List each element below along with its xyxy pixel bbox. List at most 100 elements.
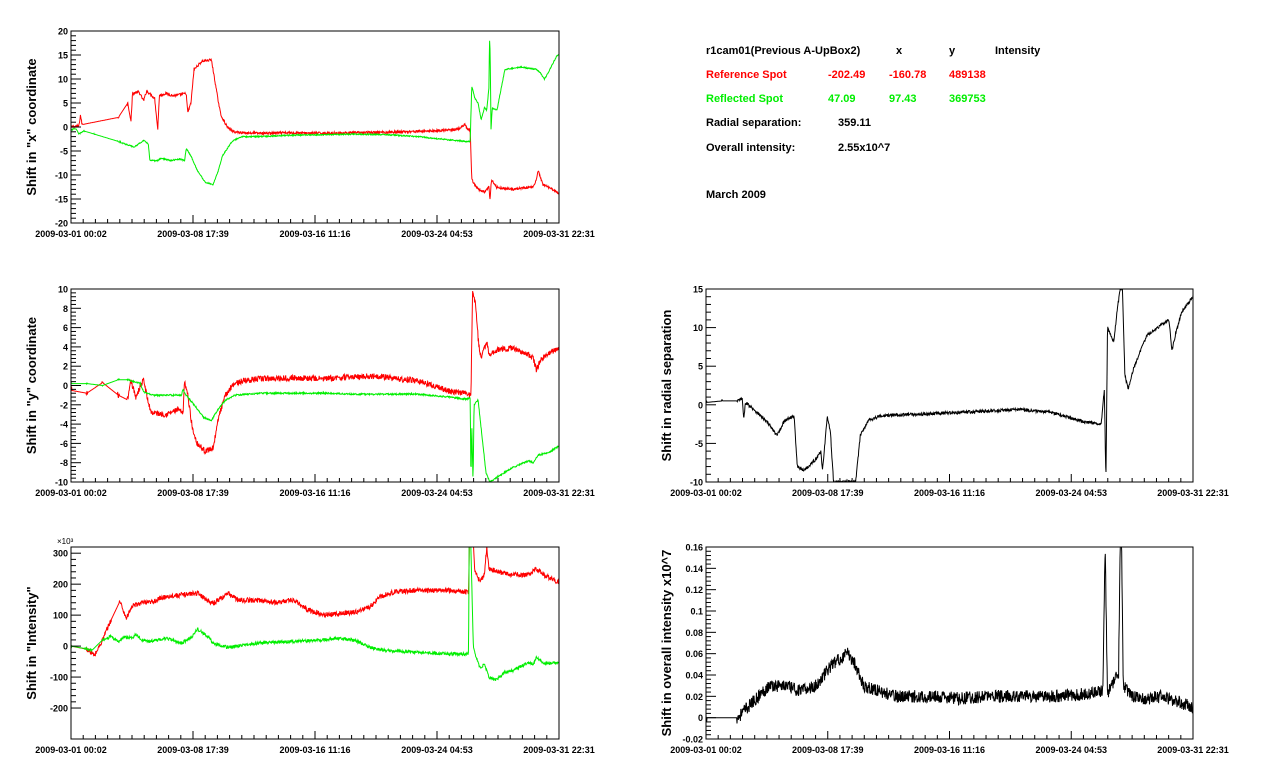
- y-shift-ytick-label: -2: [60, 400, 68, 410]
- x-shift-series-1-line: [71, 40, 559, 186]
- overall-intensity-shift-ytick-label: 0.1: [690, 607, 703, 617]
- radial-shift-frame: [705, 288, 1194, 483]
- x-shift-xtick-label: 2009-03-08 17:39: [157, 229, 229, 239]
- overall-intensity-value: 2.55x10^7: [838, 142, 891, 154]
- x-shift-ytick-label: 0: [63, 123, 68, 133]
- overall-intensity-shift-chart: -0.02 0 0.02 0.04 0.06 0.08 0.1 0.12 0.14 0.16 200…: [659, 543, 1229, 756]
- reference-spot-label: Reference Spot: [706, 69, 787, 81]
- overall-intensity-shift-xtick-label: 2009-03-01 00:02: [670, 745, 742, 755]
- x-shift-ytick-label: -15: [55, 195, 68, 205]
- y-shift-xtick-label: 2009-03-16 11:16: [279, 488, 350, 498]
- y-shift-xtick-label: 2009-03-31 22:31: [523, 488, 595, 498]
- y-shift-ytick-label: 4: [63, 342, 68, 352]
- overall-intensity-shift-ytick-label: 0.12: [685, 585, 703, 595]
- radial-shift-ytick-label: 5: [698, 362, 703, 372]
- x-column-header: x: [896, 45, 903, 57]
- y-shift-ytick-label: -10: [55, 478, 68, 488]
- y-column-header: y: [949, 45, 956, 57]
- radial-separation-label: Radial separation:: [706, 117, 802, 129]
- reference-spot-x: -202.49: [828, 69, 866, 81]
- x-shift-ylabel: Shift in "x" coordinate: [24, 58, 39, 195]
- y-shift-xtick-label: 2009-03-08 17:39: [157, 488, 229, 498]
- intensity-shift-ytick-label: 0: [63, 642, 68, 652]
- x-shift-series-0-line: [71, 57, 559, 200]
- reflected-spot-intensity: 369753: [949, 93, 986, 105]
- y-shift-ytick-label: 8: [63, 304, 68, 314]
- y-shift-ytick-label: 6: [63, 323, 68, 333]
- overall-intensity-shift-ytick-label: 0.02: [685, 692, 703, 702]
- y-shift-ytick-label: 2: [63, 362, 68, 372]
- intensity-shift-frame: [70, 546, 560, 740]
- radial-shift-ytick-label: -10: [690, 478, 703, 488]
- intensity-shift-exponent-label: ×10³: [57, 537, 74, 546]
- overall-intensity-shift-ytick-label: 0.08: [685, 628, 703, 638]
- y-shift-ytick-label: -6: [60, 439, 68, 449]
- radial-separation-row: Radial separation: 359.11: [706, 117, 1106, 131]
- x-shift-ytick-label: 15: [58, 51, 68, 61]
- x-shift-xtick-label: 2009-03-24 04:53: [401, 229, 473, 239]
- overall-intensity-shift-ytick-label: -0.02: [682, 735, 703, 745]
- reflected-spot-y: 97.43: [889, 93, 917, 105]
- overall-intensity-shift-ytick-label: 0.16: [685, 543, 703, 553]
- radial-shift-ytick-label: 10: [693, 323, 703, 333]
- radial-shift-ytick-label: -5: [695, 439, 703, 449]
- y-shift-chart: -10 -8 -6 -4 -2 0 2 4 6 8 10 2009-03-01 00:02 2009-0…: [24, 285, 595, 499]
- y-shift-series-0-line: [71, 290, 559, 456]
- intensity-shift-ylabel: Shift in "Intensity": [24, 586, 39, 699]
- radial-shift-xtick-label: 2009-03-01 00:02: [670, 488, 742, 498]
- radial-shift-ytick-label: 0: [698, 400, 703, 410]
- y-shift-ytick-label: -8: [60, 458, 68, 468]
- y-shift-ytick-label: 0: [63, 381, 68, 391]
- intensity-shift-xtick-label: 2009-03-08 17:39: [157, 745, 229, 755]
- x-shift-xtick-label: 2009-03-16 11:16: [279, 229, 350, 239]
- y-shift-xtick-label: 2009-03-24 04:53: [401, 488, 473, 498]
- overall-intensity-shift-ylabel: Shift in overall intensity x10^7: [659, 550, 674, 737]
- x-shift-frame: [70, 30, 560, 224]
- y-shift-series-1-line: [71, 378, 559, 482]
- y-shift-ytick-label: -4: [60, 420, 68, 430]
- x-shift-chart: -20 -15 -10 -5 0 5 10 15 20 2009-03-01 00:02 2009-…: [24, 27, 595, 240]
- overall-intensity-shift-xtick-label: 2009-03-16 11:16: [914, 745, 985, 755]
- radial-shift-chart: -10 -5 0 5 10 15 2009-03-01 00:02 2009-03-08 17…: [659, 285, 1229, 499]
- radial-shift-xtick-label: 2009-03-31 22:31: [1157, 488, 1229, 498]
- intensity-shift-series-0-line: [71, 547, 559, 657]
- overall-intensity-shift-series-0-line: [706, 547, 1193, 724]
- x-shift-ytick-label: 20: [58, 27, 68, 37]
- intensity-shift-ytick-label: 100: [53, 611, 68, 621]
- intensity-shift-xtick-label: 2009-03-16 11:16: [279, 745, 350, 755]
- month-label: March 2009: [706, 189, 766, 201]
- intensity-shift-ytick-label: -100: [50, 673, 68, 683]
- overall-intensity-label: Overall intensity:: [706, 142, 796, 154]
- intensity-shift-ytick-label: 200: [53, 580, 68, 590]
- intensity-shift-xtick-label: 2009-03-31 22:31: [523, 745, 595, 755]
- x-shift-ytick-label: 5: [63, 99, 68, 109]
- overall-intensity-row: Overall intensity: 2.55x10^7: [706, 142, 1106, 156]
- intensity-shift-chart: -200 -100 0 100 200 300 2009-03-01 00:02 2009-0…: [24, 537, 595, 755]
- overall-intensity-shift-xtick-label: 2009-03-31 22:31: [1157, 745, 1229, 755]
- radial-shift-series-0-line: [706, 289, 1193, 482]
- overall-intensity-shift-ytick-label: 0.04: [685, 671, 703, 681]
- reflected-spot-row: Reflected Spot 47.09 97.43 369753: [706, 93, 1106, 107]
- radial-shift-xtick-label: 2009-03-16 11:16: [914, 488, 985, 498]
- intensity-shift-ytick-label: -200: [50, 704, 68, 714]
- x-shift-xtick-label: 2009-03-01 00:02: [35, 229, 107, 239]
- x-shift-ytick-label: -10: [55, 171, 68, 181]
- reflected-spot-label: Reflected Spot: [706, 93, 784, 105]
- reflected-spot-x: 47.09: [828, 93, 856, 105]
- reference-spot-y: -160.78: [889, 69, 927, 81]
- intensity-shift-series-1-line: [71, 547, 559, 681]
- y-shift-ylabel: Shift in "y" coordinate: [24, 317, 39, 454]
- info-header-row: r1cam01(Previous A-UpBox2) x y Intensity: [706, 45, 1106, 59]
- radial-shift-xtick-label: 2009-03-08 17:39: [792, 488, 864, 498]
- x-shift-ytick-label: -20: [55, 219, 68, 229]
- radial-shift-ytick-label: 15: [693, 285, 703, 295]
- radial-separation-value: 359.11: [838, 117, 872, 129]
- overall-intensity-shift-ytick-label: 0.06: [685, 649, 703, 659]
- radial-shift-xtick-label: 2009-03-24 04:53: [1035, 488, 1107, 498]
- y-shift-xtick-label: 2009-03-01 00:02: [35, 488, 107, 498]
- overall-intensity-shift-ytick-label: 0: [698, 713, 703, 723]
- intensity-shift-xtick-label: 2009-03-24 04:53: [401, 745, 473, 755]
- overall-intensity-shift-ytick-label: 0.14: [685, 564, 703, 574]
- overall-intensity-shift-xtick-label: 2009-03-08 17:39: [792, 745, 864, 755]
- x-shift-ytick-label: -5: [60, 147, 68, 157]
